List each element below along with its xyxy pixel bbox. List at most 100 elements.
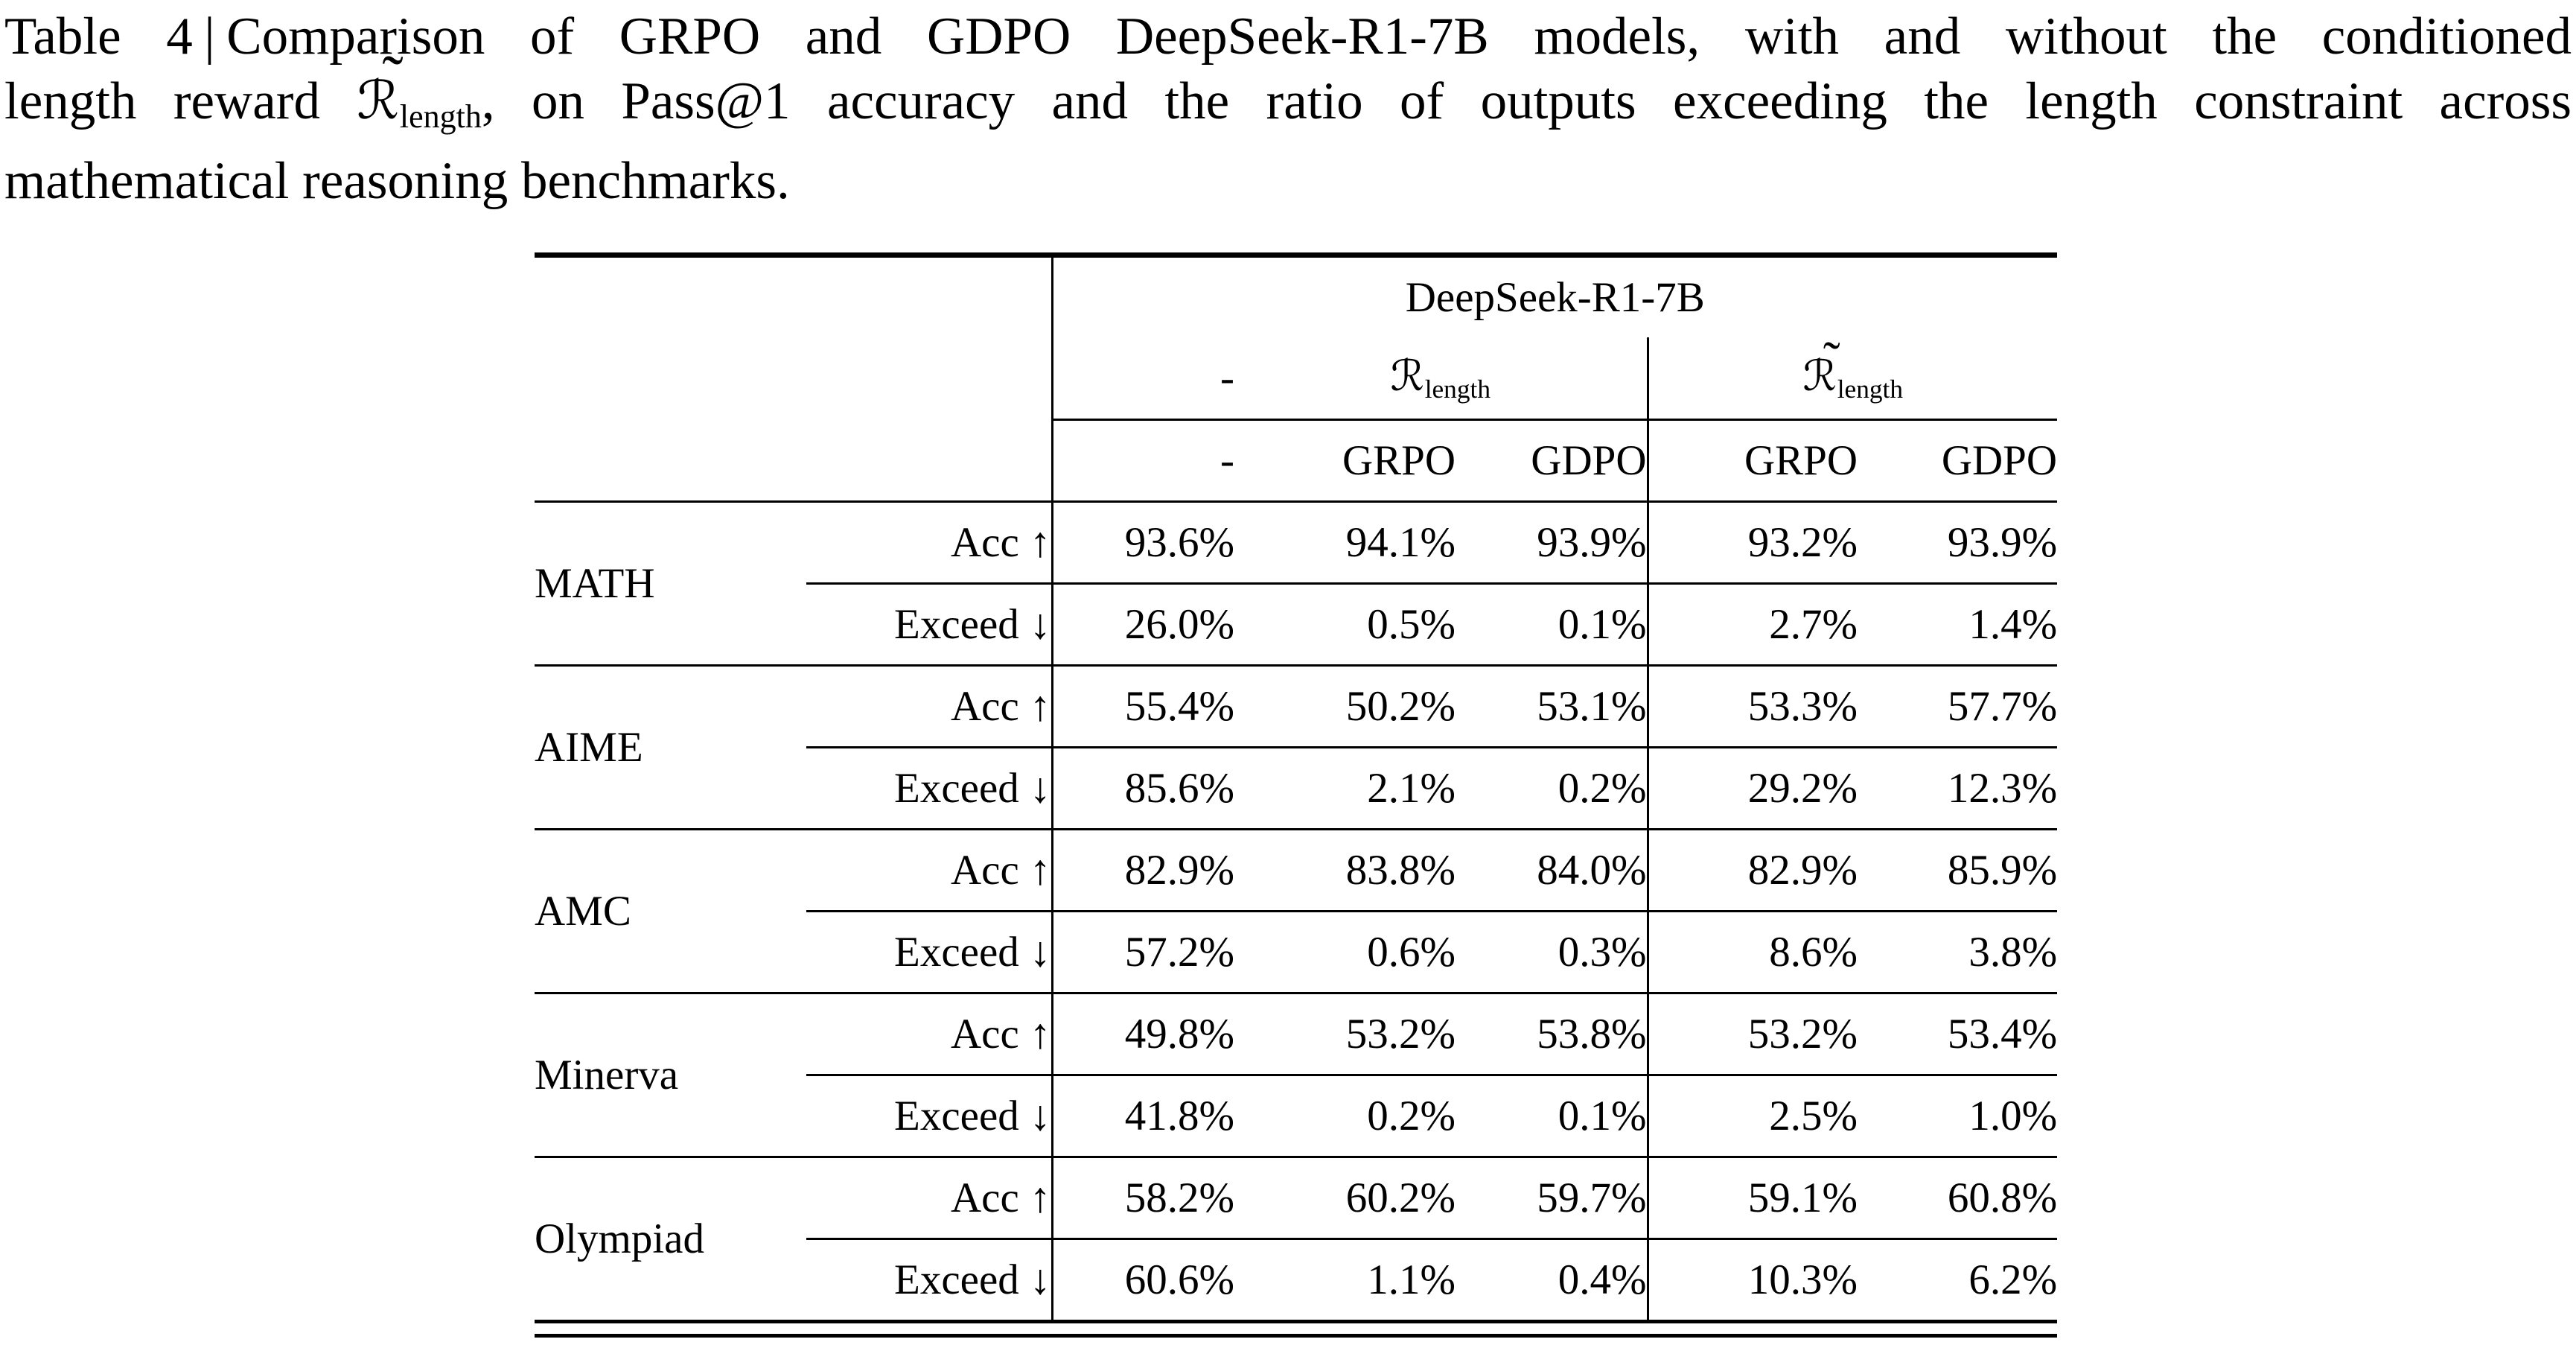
caption-line-3: mathematical reasoning benchmarks. <box>4 149 2572 213</box>
corner-spacer <box>535 252 1052 337</box>
value-cell: 0.1% <box>1456 1075 1648 1158</box>
model-header-row: DeepSeek-R1-7B <box>535 252 2058 337</box>
value-cell: 59.1% <box>1646 1157 1858 1240</box>
amc-acc-row: AMC Acc ↑ 82.9% 83.8% 84.0% 82.9% 85.9% <box>535 829 2058 994</box>
value-cell: 93.2% <box>1646 501 1858 585</box>
caption-separator: | <box>204 7 215 66</box>
method-header-row: - GRPO GDPO GRPO GDPO <box>535 419 2058 503</box>
value-cell: 0.6% <box>1234 911 1456 994</box>
value-cell: 57.7% <box>1858 665 2058 748</box>
value-cell: 12.3% <box>1858 747 2058 830</box>
metric-label: Exceed ↓ <box>806 583 1052 667</box>
aime-exceed-row: Exceed ↓ 85.6% 2.1% 0.2% 29.2% 12.3% <box>535 747 2058 830</box>
minerva-exceed-row: Exceed ↓ 41.8% 0.2% 0.1% 2.5% 1.0% <box>535 1075 2058 1158</box>
tilde-mark: ˜ <box>382 43 404 114</box>
value-cell: 93.6% <box>1051 501 1234 585</box>
subscript-length: length <box>1837 374 1904 404</box>
value-cell: 26.0% <box>1051 583 1234 667</box>
group-none-cell: - <box>1051 337 1234 421</box>
value-cell: 93.9% <box>1456 501 1648 585</box>
group-rlength-cell: ℛlength <box>1234 337 1648 421</box>
math-r-length: ℛlength <box>1391 352 1491 404</box>
method-header-cell: GDPO <box>1456 419 1648 503</box>
value-cell: 60.8% <box>1858 1157 2058 1240</box>
subscript-length: length <box>399 98 482 136</box>
olympiad-acc-row: Olympiad Acc ↑ 58.2% 60.2% 59.7% 59.1% 60.8% <box>535 1157 2058 1323</box>
metric-label: Acc ↑ <box>806 829 1052 912</box>
value-cell: 6.2% <box>1858 1239 2058 1323</box>
value-cell: 58.2% <box>1051 1157 1234 1240</box>
value-cell: 94.1% <box>1234 501 1456 585</box>
benchmark-label: AMC <box>535 829 806 994</box>
value-cell: 2.1% <box>1234 747 1456 830</box>
metric-label: Exceed ↓ <box>806 747 1052 830</box>
method-spacer <box>535 419 1052 503</box>
caption-text-1: Comparison of GRPO and GDPO DeepSeek-R1-… <box>226 7 2572 66</box>
metric-label: Acc ↑ <box>806 1157 1052 1240</box>
value-cell: 0.2% <box>1234 1075 1456 1158</box>
mathcal-r: ℛ <box>1802 351 1837 401</box>
model-header-cell: DeepSeek-R1-7B <box>1051 252 2058 337</box>
metric-label: Acc ↑ <box>806 665 1052 748</box>
olympiad-exceed-row: Exceed ↓ 60.6% 1.1% 0.4% 10.3% 6.2% <box>535 1239 2058 1323</box>
value-cell: 84.0% <box>1456 829 1648 912</box>
metric-label: Acc ↑ <box>806 993 1052 1076</box>
value-cell: 49.8% <box>1051 993 1234 1076</box>
caption-table-label: Table 4 <box>4 7 193 66</box>
benchmark-label: Olympiad <box>535 1157 806 1323</box>
value-cell: 0.2% <box>1456 747 1648 830</box>
caption-text-2b: , on Pass@1 accuracy and the ratio of ou… <box>481 72 2572 130</box>
value-cell: 59.7% <box>1456 1157 1648 1240</box>
group-rlength-tilde-cell: ˜ ℛlength <box>1646 334 2058 421</box>
value-cell: 0.4% <box>1456 1239 1648 1323</box>
benchmark-label: MATH <box>535 501 806 667</box>
value-cell: 53.4% <box>1858 993 2058 1076</box>
metric-label: Acc ↑ <box>806 501 1052 585</box>
value-cell: 82.9% <box>1051 829 1234 912</box>
value-cell: 29.2% <box>1646 747 1858 830</box>
caption-line-2: length reward ˜ ℛlength, on Pass@1 accura… <box>4 46 2572 149</box>
mathcal-r: ℛ <box>1390 351 1424 401</box>
method-header-cell: GRPO <box>1234 419 1456 503</box>
math-acc-row: MATH Acc ↑ 93.6% 94.1% 93.9% 93.2% 93.9% <box>535 501 2058 667</box>
value-cell: 1.4% <box>1858 583 2058 667</box>
caption-text-3: mathematical reasoning benchmarks. <box>4 152 790 211</box>
value-cell: 41.8% <box>1051 1075 1234 1158</box>
metric-label: Exceed ↓ <box>806 1239 1052 1323</box>
reward-group-row: - ℛlength ˜ ℛlength <box>535 334 2058 421</box>
aime-acc-row: AIME Acc ↑ 55.4% 50.2% 53.1% 53.3% 57.7% <box>535 665 2058 830</box>
value-cell: 93.9% <box>1858 501 2058 585</box>
mathcal-r: ℛ <box>357 69 399 131</box>
benchmark-label: Minerva <box>535 993 806 1158</box>
bottom-double-rule <box>535 1334 2057 1338</box>
value-cell: 50.2% <box>1234 665 1456 748</box>
value-cell: 60.2% <box>1234 1157 1456 1240</box>
value-cell: 3.8% <box>1858 911 2058 994</box>
math-r-length-tilde: ˜ ℛlength <box>357 46 482 149</box>
metric-label: Exceed ↓ <box>806 1075 1052 1158</box>
value-cell: 2.7% <box>1646 583 1858 667</box>
caption-text-2a: length reward <box>4 72 357 130</box>
metric-label: Exceed ↓ <box>806 911 1052 994</box>
value-cell: 2.5% <box>1646 1075 1858 1158</box>
minerva-acc-row: Minerva Acc ↑ 49.8% 53.2% 53.8% 53.2% 53.4% <box>535 993 2058 1158</box>
group-spacer <box>535 337 1052 419</box>
value-cell: 57.2% <box>1051 911 1234 994</box>
value-cell: 1.0% <box>1858 1075 2058 1158</box>
value-cell: 0.1% <box>1456 583 1648 667</box>
value-cell: 55.4% <box>1051 665 1234 748</box>
value-cell: 53.3% <box>1646 665 1858 748</box>
results-body: MATH Acc ↑ 93.6% 94.1% 93.9% 93.2% 93.9% Exceed… <box>535 501 2058 1323</box>
value-cell: 60.6% <box>1051 1239 1234 1323</box>
method-header-cell: - <box>1051 419 1234 503</box>
value-cell: 0.3% <box>1456 911 1648 994</box>
results-table: DeepSeek-R1-7B - ℛlength ˜ ℛlength - GRPO… <box>535 252 2058 1323</box>
value-cell: 83.8% <box>1234 829 1456 912</box>
value-cell: 85.9% <box>1858 829 2058 912</box>
value-cell: 53.1% <box>1456 665 1648 748</box>
value-cell: 8.6% <box>1646 911 1858 994</box>
method-header-cell: GRPO <box>1646 419 1858 503</box>
value-cell: 0.5% <box>1234 583 1456 667</box>
benchmark-label: AIME <box>535 665 806 830</box>
